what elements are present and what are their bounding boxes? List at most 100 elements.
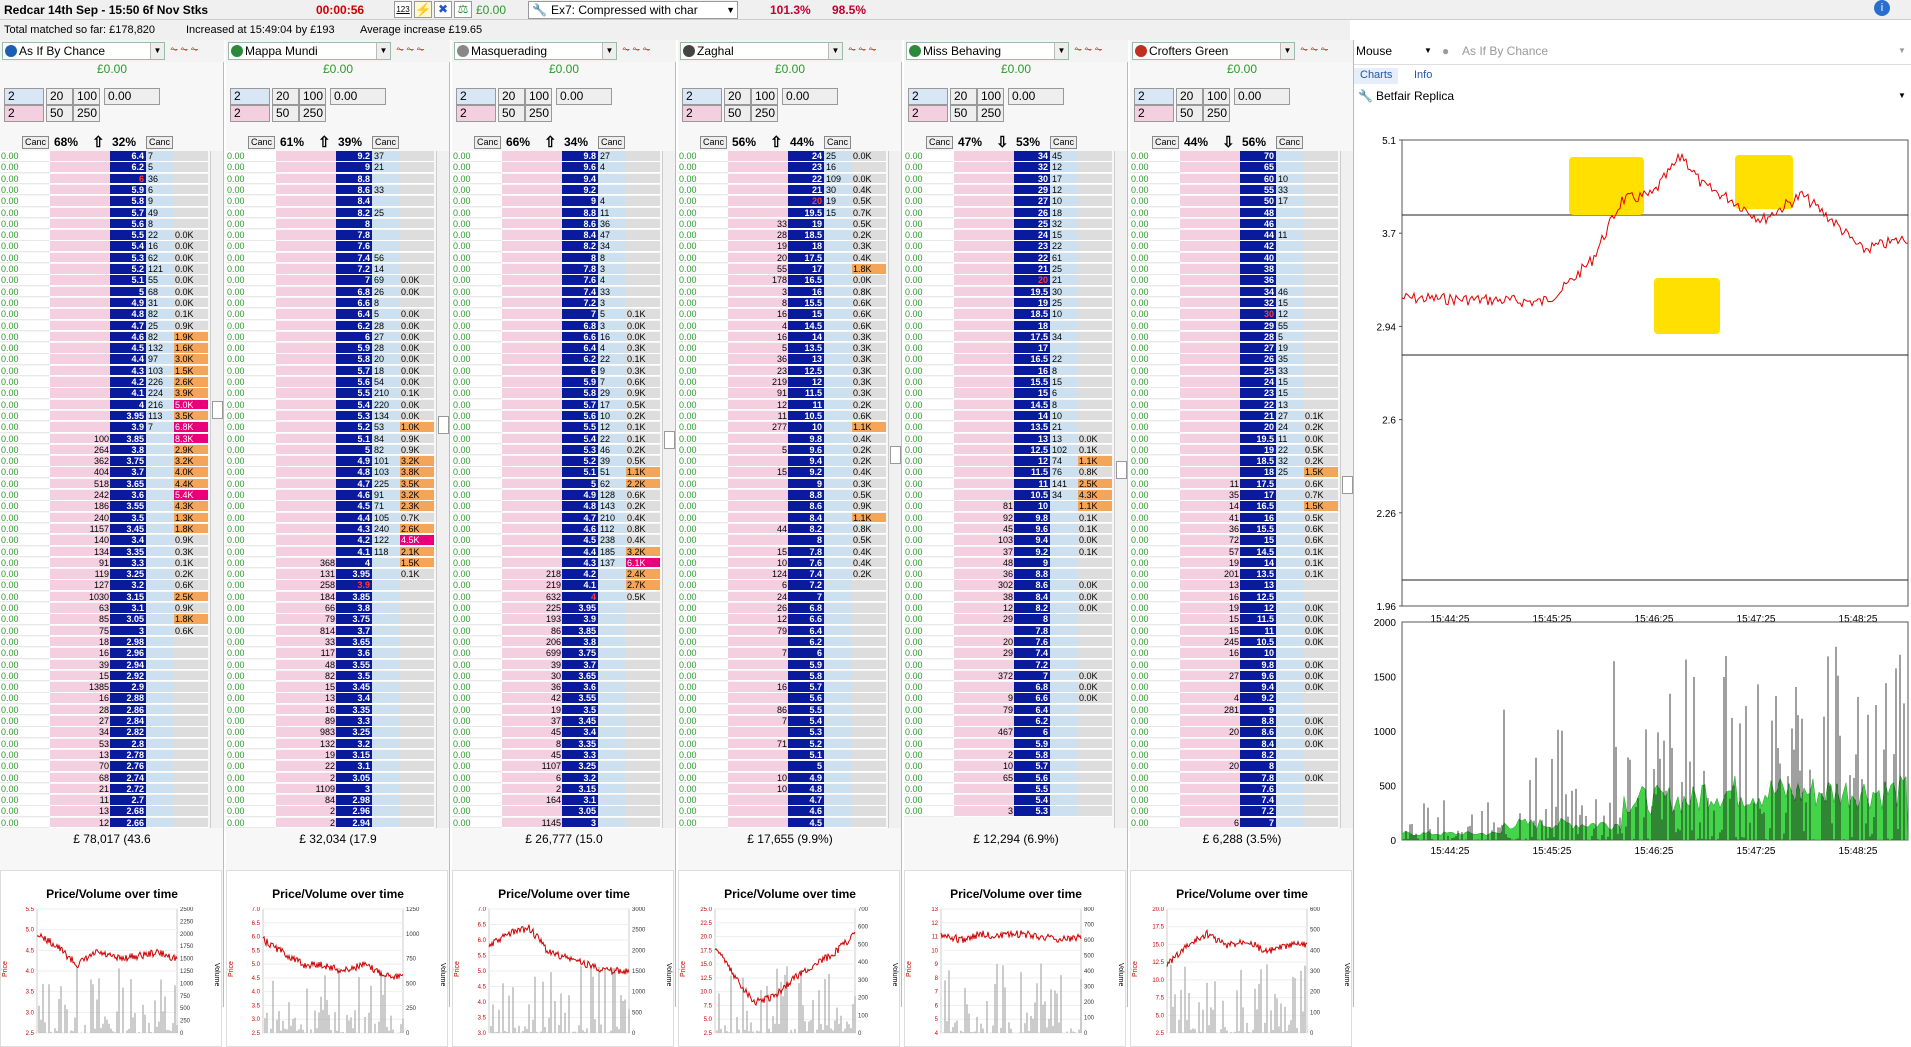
back-order-cell[interactable]: [954, 388, 980, 399]
back-order-cell[interactable]: [954, 625, 980, 637]
lay-volume-cell[interactable]: [1050, 569, 1078, 580]
back-volume-cell[interactable]: 34: [76, 727, 110, 738]
back-order-cell[interactable]: [954, 444, 980, 456]
ladder-row[interactable]: 0.00 4.4 97 3.0K: [0, 354, 208, 365]
price-cell[interactable]: 2.84: [110, 716, 146, 727]
back-volume-cell[interactable]: 184: [302, 591, 336, 603]
price-cell[interactable]: 12: [1014, 456, 1050, 467]
cancel-lay-button[interactable]: Canc: [1050, 136, 1077, 149]
price-cell[interactable]: 9.4: [562, 173, 598, 185]
back-volume-cell[interactable]: 6: [1206, 817, 1240, 828]
price-cell[interactable]: 17: [1014, 343, 1050, 354]
quick-stake-button[interactable]: 100: [73, 88, 100, 105]
back-order-cell[interactable]: [954, 320, 980, 331]
ladder-row[interactable]: 0.00 9 4: [452, 196, 660, 207]
back-order-cell[interactable]: [50, 433, 76, 444]
back-volume-cell[interactable]: 8: [754, 297, 788, 309]
traded-volume-cell[interactable]: [626, 817, 660, 828]
cross-icon[interactable]: ✖: [434, 1, 452, 18]
ladder-row[interactable]: 0.00 8.8 0.5K: [678, 490, 886, 501]
back-order-cell[interactable]: [50, 422, 76, 433]
back-volume-cell[interactable]: 103: [980, 535, 1014, 546]
lay-volume-cell[interactable]: 27: [598, 151, 626, 162]
traded-volume-cell[interactable]: 0.3K: [852, 478, 886, 490]
back-order-cell[interactable]: [728, 772, 754, 783]
back-order-cell[interactable]: [954, 207, 980, 218]
back-order-cell[interactable]: [728, 275, 754, 286]
chart-source-select[interactable]: 🔧 Betfair Replica ▼: [1354, 86, 1911, 108]
ladder-row[interactable]: 0.00 4.4 185 3.2K: [452, 546, 660, 557]
traded-volume-cell[interactable]: 2.2K: [626, 478, 660, 490]
back-volume-cell[interactable]: [754, 490, 788, 501]
back-volume-cell[interactable]: [302, 252, 336, 264]
back-order-cell[interactable]: [1180, 388, 1206, 399]
traded-volume-cell[interactable]: [1304, 761, 1338, 772]
scroll-thumb[interactable]: [438, 416, 449, 434]
traded-volume-cell[interactable]: 0.0K: [174, 275, 208, 286]
back-order-cell[interactable]: [502, 783, 528, 795]
traded-volume-cell[interactable]: [1078, 569, 1112, 580]
price-cell[interactable]: 8: [788, 535, 824, 546]
back-order-cell[interactable]: [502, 501, 528, 512]
back-order-cell[interactable]: [728, 501, 754, 512]
ladder-row[interactable]: 0.00 9.8 0.4K: [678, 433, 886, 444]
lay-volume-cell[interactable]: [146, 738, 174, 750]
price-cell[interactable]: 7.6: [1240, 783, 1276, 795]
back-order-cell[interactable]: [502, 331, 528, 343]
scales-icon[interactable]: ⚖: [454, 1, 472, 18]
ladder-row[interactable]: 0.00 17: [904, 343, 1112, 354]
lay-volume-cell[interactable]: [1050, 716, 1078, 727]
back-volume-cell[interactable]: [980, 625, 1014, 637]
price-cell[interactable]: 7.2: [562, 297, 598, 309]
ladder-row[interactable]: 0.00 5.7 17 0.5K: [452, 399, 660, 411]
price-cell[interactable]: 3.1: [110, 603, 146, 614]
back-volume-cell[interactable]: [528, 275, 562, 286]
back-volume-cell[interactable]: 10: [754, 783, 788, 795]
ladder-row[interactable]: 0.00 8.8 0.0K: [1130, 716, 1338, 727]
price-cell[interactable]: 19.5: [1014, 286, 1050, 298]
ladder-row[interactable]: 0.00 9.8 27: [452, 151, 660, 162]
back-volume-cell[interactable]: [754, 806, 788, 817]
ladder-row[interactable]: 0.00 10 4.9: [678, 772, 886, 783]
back-order-cell[interactable]: [1180, 625, 1206, 637]
lay-volume-cell[interactable]: [372, 817, 400, 828]
price-cell[interactable]: 7.8: [336, 230, 372, 241]
price-cell[interactable]: 8.2: [1014, 603, 1050, 614]
price-cell[interactable]: 3.75: [110, 456, 146, 467]
back-volume-cell[interactable]: 48: [980, 557, 1014, 569]
price-cell[interactable]: 5.9: [336, 343, 372, 354]
back-order-cell[interactable]: [954, 569, 980, 580]
traded-volume-cell[interactable]: 0.3K: [852, 331, 886, 343]
traded-volume-cell[interactable]: [1078, 218, 1112, 230]
ladder-row[interactable]: 0.00 32 15: [1130, 297, 1338, 309]
ladder-row[interactable]: 0.00 23 16: [678, 162, 886, 173]
price-cell[interactable]: 6.4: [336, 309, 372, 320]
back-order-cell[interactable]: [50, 207, 76, 218]
lay-volume-cell[interactable]: [598, 716, 626, 727]
traded-volume-cell[interactable]: [1304, 162, 1338, 173]
ladder-row[interactable]: 0.00 7.2 3: [452, 297, 660, 309]
back-order-cell[interactable]: [502, 490, 528, 501]
ladder-row[interactable]: 0.00 13 2.68: [0, 806, 208, 817]
traded-volume-cell[interactable]: 0.4K: [626, 535, 660, 546]
back-order-cell[interactable]: [728, 614, 754, 625]
lay-volume-cell[interactable]: 55: [146, 275, 174, 286]
price-cell[interactable]: 18.5: [1014, 309, 1050, 320]
back-volume-cell[interactable]: [302, 512, 336, 524]
back-order-cell[interactable]: [502, 625, 528, 637]
price-cell[interactable]: 5.2: [562, 456, 598, 467]
back-order-cell[interactable]: [50, 535, 76, 546]
lay-volume-cell[interactable]: 26: [372, 286, 400, 298]
traded-volume-cell[interactable]: [1078, 309, 1112, 320]
back-order-cell[interactable]: [728, 716, 754, 727]
traded-volume-cell[interactable]: 0.0K: [1078, 670, 1112, 682]
price-cell[interactable]: 3.15: [336, 749, 372, 761]
back-order-cell[interactable]: [1180, 331, 1206, 343]
back-volume-cell[interactable]: [1206, 659, 1240, 670]
price-cell[interactable]: 6.2: [562, 354, 598, 365]
ladder-row[interactable]: 0.00 5 82 0.9K: [226, 444, 434, 456]
back-volume-cell[interactable]: 225: [528, 603, 562, 614]
back-volume-cell[interactable]: 16: [76, 693, 110, 704]
stake-value-field[interactable]: 0.00: [330, 88, 386, 105]
ladder-row[interactable]: 0.00 5 68 0.0K: [0, 286, 208, 298]
